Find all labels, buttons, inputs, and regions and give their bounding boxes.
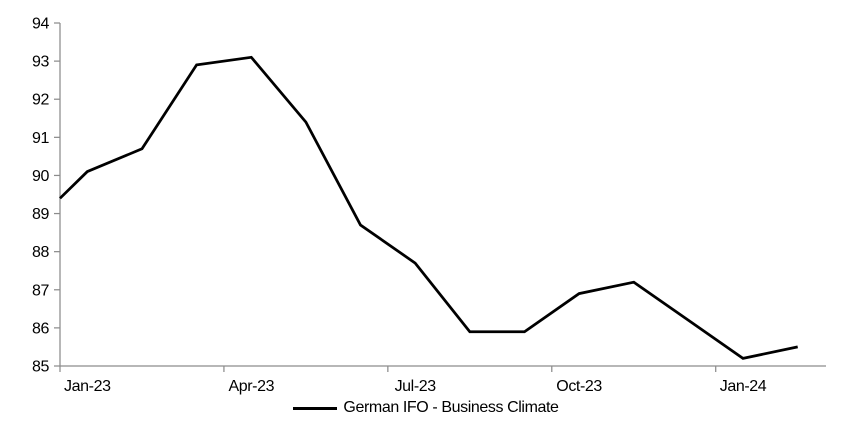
y-tick-label: 88 bbox=[32, 244, 49, 261]
legend: German IFO - Business Climate bbox=[0, 399, 852, 417]
x-tick-label: Jul-23 bbox=[395, 378, 437, 395]
x-tick-label: Jan-23 bbox=[64, 378, 111, 395]
x-tick-label: Apr-23 bbox=[228, 378, 274, 395]
y-tick-label: 85 bbox=[32, 359, 49, 376]
legend-label: German IFO - Business Climate bbox=[343, 399, 559, 416]
y-tick-label: 93 bbox=[32, 54, 49, 71]
x-tick-label: Oct-23 bbox=[556, 378, 602, 395]
series-line bbox=[59, 55, 798, 360]
y-tick-label: 86 bbox=[32, 320, 49, 337]
y-tick-label: 89 bbox=[32, 206, 49, 223]
legend-line-sample-icon bbox=[293, 406, 338, 410]
x-tick-label: Jan-24 bbox=[720, 378, 767, 395]
y-tick-label: 91 bbox=[32, 130, 49, 147]
y-tick-label: 90 bbox=[32, 168, 49, 185]
y-tick-label: 87 bbox=[32, 282, 49, 299]
y-tick-label: 92 bbox=[32, 92, 49, 109]
y-tick-label: 94 bbox=[32, 16, 49, 33]
